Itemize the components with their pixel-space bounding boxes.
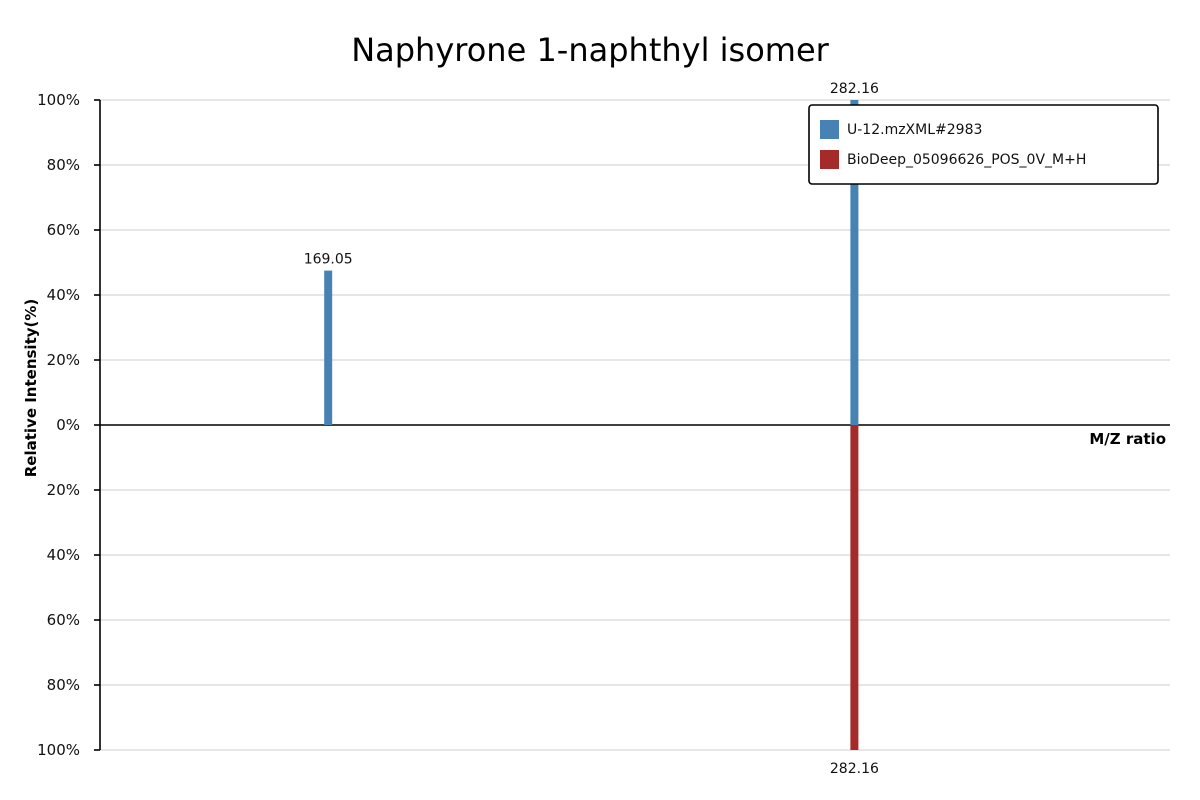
legend-label-query: U-12.mzXML#2983 (847, 122, 982, 138)
y-tick-label: 60% (47, 221, 80, 239)
spectrum-peaks (324, 100, 859, 750)
legend-box (808, 104, 1159, 185)
y-tick-labels: 100% 80% 60% 40% 20% 0% 20% 40% 60% 80% 100% (37, 91, 80, 759)
query-peak-0 (324, 270, 333, 425)
query-peak-label-1: 282.16 (830, 81, 879, 97)
reference-peak-0 (850, 425, 859, 750)
y-tick-label: 80% (47, 156, 80, 174)
y-tick-label: 100% (37, 91, 80, 109)
query-peak-1 (850, 100, 859, 425)
grid-lines (100, 99, 1170, 751)
query-peak-label-0: 169.05 (304, 252, 353, 268)
y-tick-label: 100% (37, 741, 80, 759)
legend-swatch-reference (820, 150, 839, 169)
legend-swatch-query (820, 120, 839, 139)
y-tick-label: 80% (47, 676, 80, 694)
y-tick-label: 40% (47, 286, 80, 304)
y-axis-title: Relative Intensity(%) (22, 299, 40, 478)
legend-label-reference: BioDeep_05096626_POS_0V_M+H (847, 152, 1086, 168)
peak-labels: 169.05 282.16 282.16 (304, 81, 879, 777)
y-tick-label: 40% (47, 546, 80, 564)
y-tick-label: 20% (47, 351, 80, 369)
x-axis-title: M/Z ratio (1089, 430, 1166, 448)
y-tick-label: 20% (47, 481, 80, 499)
y-tick-label: 60% (47, 611, 80, 629)
y-tick-label: 0% (56, 416, 80, 434)
chart-title: Naphyrone 1-naphthyl isomer (351, 31, 829, 69)
reference-peak-label-0: 282.16 (830, 761, 879, 777)
axes (94, 99, 1170, 751)
chart-legend: U-12.mzXML#2983 BioDeep_05096626_POS_0V_… (808, 104, 1159, 185)
